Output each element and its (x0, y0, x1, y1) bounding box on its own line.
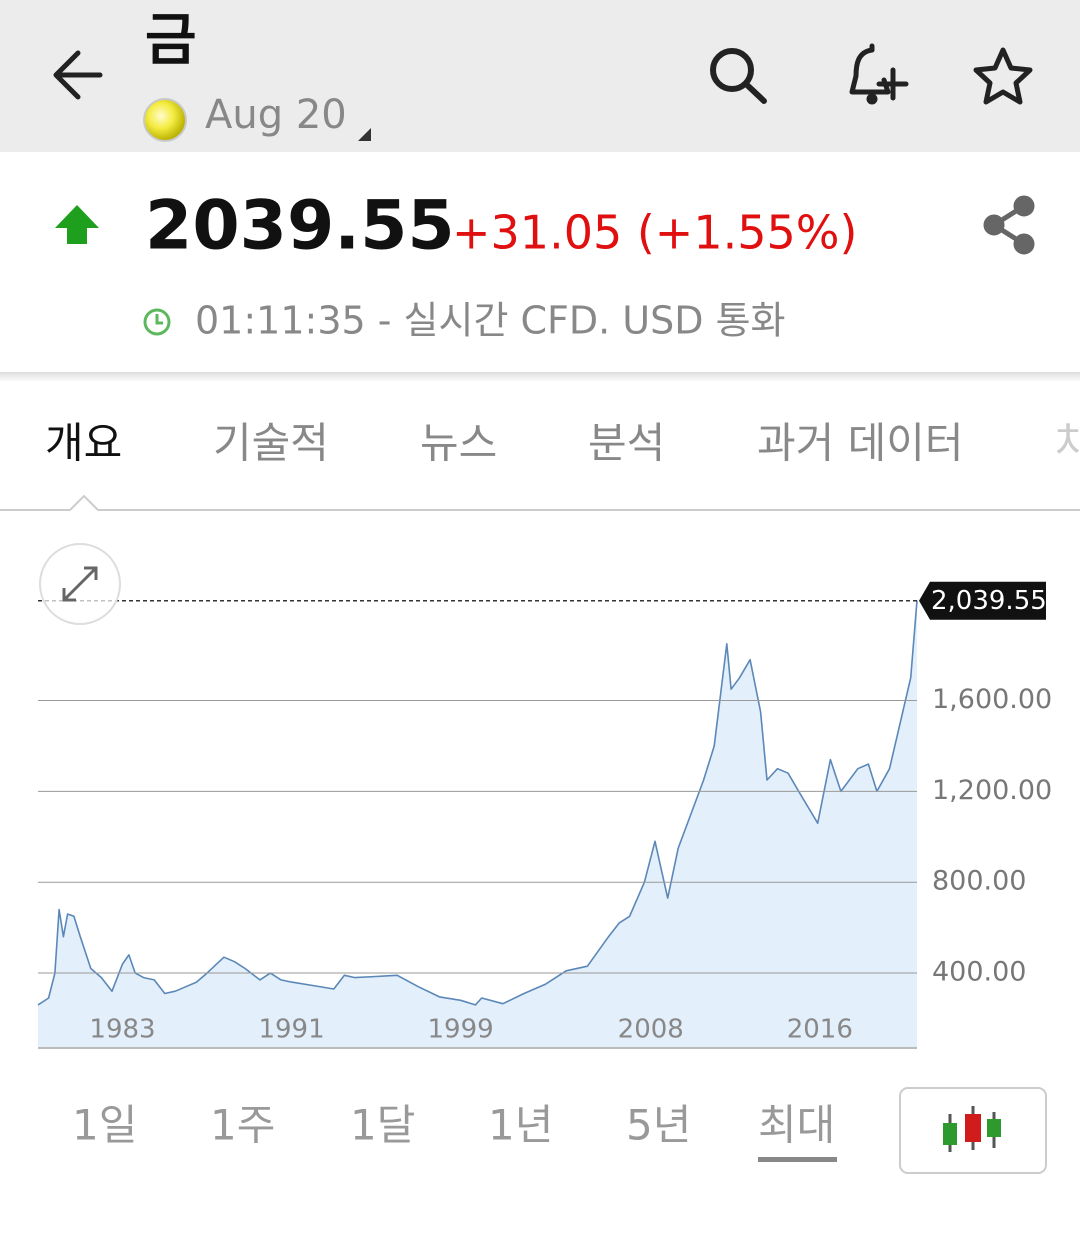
range-button[interactable]: 1일 (72, 1101, 137, 1150)
dropdown-indicator (358, 128, 371, 141)
chart-type-button[interactable] (899, 1087, 1047, 1174)
tab[interactable]: 개요 (45, 419, 122, 468)
tab[interactable]: 과거 데이터 (757, 419, 964, 468)
tab[interactable]: 뉴스 (420, 419, 497, 468)
y-tick-label: 1,600.00 (932, 684, 1052, 715)
y-tick-label: 400.00 (932, 957, 1026, 988)
tab[interactable]: 분석 (588, 419, 665, 468)
price-area (38, 600, 917, 1048)
x-tick-label: 2008 (618, 1015, 684, 1045)
tab-underline (0, 494, 1080, 511)
y-tick-label: 800.00 (932, 866, 1026, 897)
y-tick-label: 1,200.00 (932, 775, 1052, 806)
range-button[interactable]: 1년 (488, 1101, 553, 1150)
contract-label[interactable]: Aug 20 (205, 92, 347, 138)
expand-button[interactable] (39, 543, 121, 625)
range-button[interactable]: 최대 (758, 1101, 835, 1150)
search-button[interactable] (710, 48, 767, 104)
range-selected-underline (758, 1157, 837, 1162)
quote-time: 01:11:35 - 실시간 CFD. USD 통화 (195, 299, 786, 343)
clock-icon (143, 308, 171, 336)
x-tick-label: 2016 (787, 1015, 853, 1045)
x-tick-label: 1991 (258, 1015, 324, 1045)
range-button[interactable]: 5년 (626, 1101, 691, 1150)
alert-button[interactable] (849, 43, 909, 105)
up-arrow (55, 205, 99, 244)
range-button[interactable]: 1주 (210, 1101, 275, 1150)
divider (0, 372, 1080, 382)
back-button[interactable] (53, 50, 103, 100)
last-value-box (919, 581, 1046, 620)
gold-icon (143, 98, 187, 142)
price-line (37, 600, 918, 1006)
range-button[interactable]: 1달 (350, 1101, 415, 1150)
price-change: +31.05 (+1.55%) (452, 206, 857, 260)
x-tick-label: 1983 (89, 1015, 155, 1045)
share-button[interactable] (983, 195, 1035, 255)
last-price: 2039.55 (145, 187, 455, 266)
tab[interactable]: 차 (1055, 419, 1080, 468)
instrument-title: 금 (145, 8, 197, 73)
favorite-button[interactable] (973, 47, 1033, 105)
tab[interactable]: 기술적 (213, 419, 329, 468)
x-tick-label: 1999 (428, 1015, 494, 1045)
last-value-label: 2,039.55 (931, 586, 1047, 616)
